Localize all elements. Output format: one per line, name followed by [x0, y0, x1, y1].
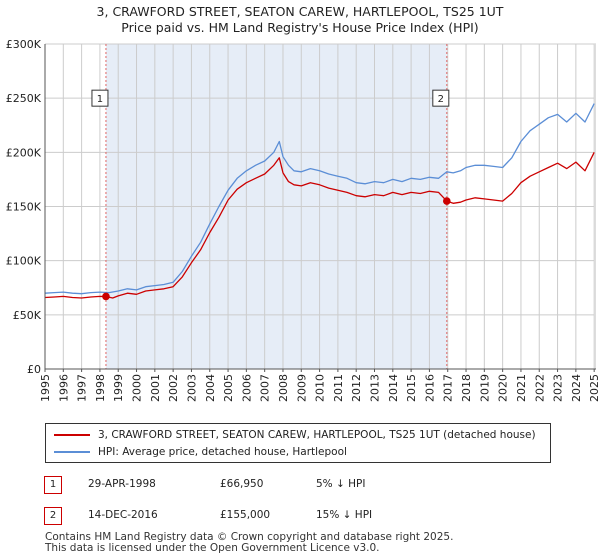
x-tick-label: 2003: [185, 374, 198, 402]
x-tick-label: 2023: [552, 374, 565, 402]
x-tick-label: 1995: [39, 374, 52, 402]
sale-label: 2: [438, 94, 444, 105]
x-tick-label: 2016: [423, 374, 436, 402]
y-tick-label: £50K: [13, 309, 42, 322]
x-tick-label: 2008: [277, 374, 290, 402]
legend-line-property: [54, 434, 90, 436]
legend-label-hpi: HPI: Average price, detached house, Hart…: [98, 446, 347, 458]
x-tick-label: 2020: [497, 374, 510, 402]
property-price-line: [44, 152, 595, 299]
x-tick-label: 2018: [460, 374, 473, 402]
transaction-date: 29-APR-1998: [88, 478, 156, 490]
x-tick-label: 2012: [350, 374, 363, 402]
x-tick-label: 2004: [204, 374, 217, 402]
chart-title: 3, CRAWFORD STREET, SEATON CAREW, HARTLE…: [96, 4, 504, 19]
transaction-date: 14-DEC-2016: [88, 509, 158, 521]
x-tick-label: 2021: [515, 374, 528, 402]
transaction-badge: 2: [44, 507, 62, 525]
x-tick-label: 2010: [314, 374, 327, 402]
x-tick-label: 2017: [442, 374, 455, 402]
x-tick-label: 2025: [588, 374, 600, 402]
sale-point: [443, 197, 451, 205]
x-tick-label: 2015: [405, 374, 418, 402]
x-tick-label: 2013: [369, 374, 382, 402]
legend-label-property: 3, CRAWFORD STREET, SEATON CAREW, HARTLE…: [98, 429, 536, 441]
x-tick-label: 2024: [570, 374, 583, 402]
x-tick-label: 2011: [332, 374, 345, 402]
x-tick-label: 1999: [112, 374, 125, 402]
sale-label-box: [91, 89, 109, 107]
legend-item-property: 3, CRAWFORD STREET, SEATON CAREW, HARTLE…: [54, 427, 536, 443]
y-tick-label: £300K: [6, 38, 42, 51]
y-tick-label: £250K: [6, 92, 42, 105]
x-tick-label: 2000: [131, 374, 144, 402]
transaction-hpi-diff: 15% ↓ HPI: [316, 509, 373, 521]
sale-label: 1: [97, 94, 103, 105]
x-tick-label: 2022: [533, 374, 546, 402]
price-chart: 1 2 £0 £50K £100K £150K £200K £250K £300K 1995 199…: [6, 38, 600, 402]
future-zone: [594, 44, 596, 369]
y-tick-label: £100K: [6, 255, 42, 268]
transaction-hpi-diff: 5% ↓ HPI: [316, 478, 366, 490]
y-tick-label: £0: [27, 363, 41, 376]
x-tick-label: 2014: [387, 374, 400, 402]
legend-item-hpi: HPI: Average price, detached house, Hart…: [54, 444, 347, 460]
x-tick-label: 2005: [222, 374, 235, 402]
x-tick-label: 1997: [76, 374, 89, 402]
x-tick-label: 2002: [167, 374, 180, 402]
sale-label-box: [432, 89, 450, 107]
x-tick-label: 2006: [240, 374, 253, 402]
x-tick-label: 1996: [57, 374, 70, 402]
x-tick-label: 2009: [295, 374, 308, 402]
x-tick-label: 2019: [478, 374, 491, 402]
sale-point: [102, 292, 110, 301]
footer: Contains HM Land Registry data © Crown c…: [45, 532, 453, 554]
x-tick-label: 1998: [94, 374, 107, 402]
transaction-price: £155,000: [220, 509, 271, 521]
footer-copyright: Contains HM Land Registry data © Crown c…: [45, 531, 454, 543]
x-tick-label: 2001: [149, 374, 162, 402]
transaction-price: £66,950: [220, 478, 264, 490]
y-tick-label: £150K: [6, 201, 42, 214]
legend-line-hpi: [54, 451, 90, 453]
legend: 3, CRAWFORD STREET, SEATON CAREW, HARTLE…: [45, 423, 551, 463]
chart-subtitle: Price paid vs. HM Land Registry's House …: [121, 20, 479, 35]
x-tick-label: 2007: [259, 374, 272, 402]
footer-licence: This data is licensed under the Open Gov…: [45, 542, 380, 554]
transaction-badge: 1: [44, 476, 62, 494]
y-tick-label: £200K: [6, 146, 42, 159]
hpi-line: [44, 103, 595, 295]
